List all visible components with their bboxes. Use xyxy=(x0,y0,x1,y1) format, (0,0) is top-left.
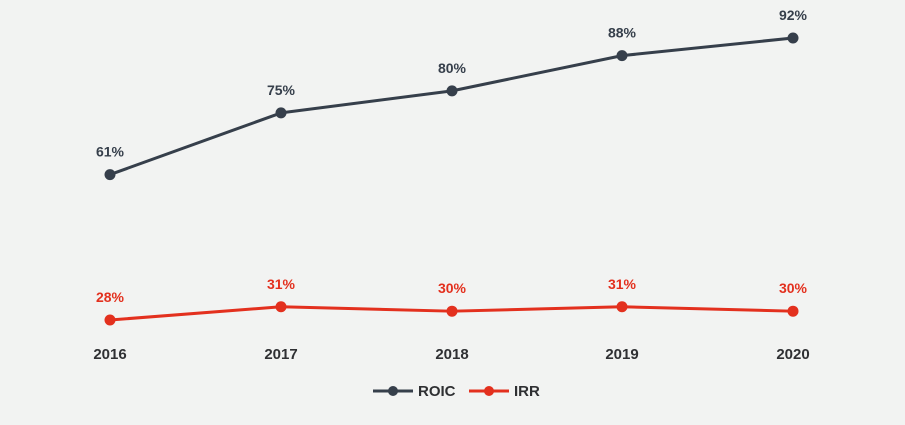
irr-data-label-2020: 30% xyxy=(779,280,808,296)
series-layer: 61% 75% 80% 88% 92% 28% 31% 30% 31% 30% xyxy=(96,7,808,326)
legend-roic-label: ROIC xyxy=(418,383,456,400)
x-tick-label-2016: 2016 xyxy=(93,346,126,363)
irr-point-2018 xyxy=(446,305,458,317)
irr-point-2019 xyxy=(616,301,628,313)
x-tick-label-2020: 2020 xyxy=(776,346,809,363)
legend-roic-marker xyxy=(388,386,398,396)
x-tick-label-2018: 2018 xyxy=(435,346,468,363)
irr-data-label-2019: 31% xyxy=(608,276,637,292)
irr-data-label-2018: 30% xyxy=(438,280,467,296)
roic-data-label-2020: 92% xyxy=(779,7,808,23)
roic-data-label-2019: 88% xyxy=(608,25,637,41)
x-axis-ticks: 2016 2017 2018 2019 2020 xyxy=(93,346,809,363)
roic-point-2020 xyxy=(787,32,799,44)
roic-data-label-2017: 75% xyxy=(267,82,296,98)
roic-point-2016 xyxy=(104,169,116,181)
roic-series-line xyxy=(108,36,795,177)
legend-irr-marker xyxy=(484,386,494,396)
x-tick-label-2017: 2017 xyxy=(264,346,297,363)
irr-data-label-2017: 31% xyxy=(267,276,296,292)
legend: ROIC IRR xyxy=(373,383,540,400)
irr-point-2016 xyxy=(104,314,116,326)
roic-data-label-2018: 80% xyxy=(438,60,467,76)
legend-irr-label: IRR xyxy=(514,383,540,400)
irr-data-label-2016: 28% xyxy=(96,289,125,305)
roic-point-2018 xyxy=(446,85,458,97)
irr-point-2017 xyxy=(275,301,287,313)
x-tick-label-2019: 2019 xyxy=(605,346,638,363)
roic-point-2017 xyxy=(275,107,287,119)
roic-data-label-2016: 61% xyxy=(96,144,125,160)
irr-point-2020 xyxy=(787,305,799,317)
roic-point-2019 xyxy=(616,50,628,62)
